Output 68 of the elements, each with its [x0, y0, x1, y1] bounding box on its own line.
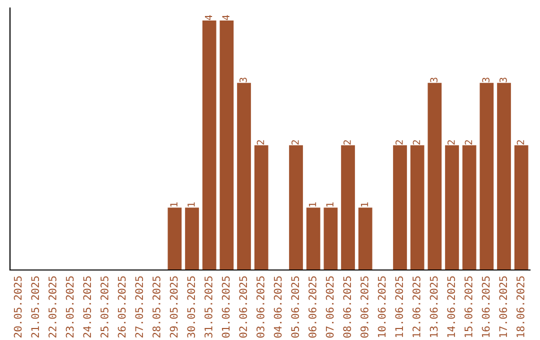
data-label: 3	[482, 78, 490, 82]
bar	[202, 20, 216, 270]
x-tick-label: 29.05.2025	[170, 276, 178, 338]
x-tick-label: 02.06.2025	[239, 276, 248, 338]
bar	[254, 145, 268, 270]
data-label: 3	[499, 78, 507, 82]
data-label: 1	[360, 202, 368, 206]
bar	[462, 145, 476, 270]
x-tick-label: 28.05.2025	[152, 276, 160, 338]
data-label: 1	[170, 202, 178, 206]
x-tick-label: 15.06.2025	[464, 276, 472, 338]
x-tick-label: 14.06.2025	[447, 276, 456, 338]
bar	[393, 145, 407, 270]
x-tick-label: 25.05.2025	[100, 276, 108, 338]
data-label: 1	[326, 202, 334, 206]
x-tick-label: 26.05.2025	[118, 276, 126, 338]
bar	[168, 208, 182, 270]
bar	[237, 82, 251, 270]
x-tick-label: 20.05.2025	[14, 276, 22, 338]
bar	[445, 145, 459, 270]
data-label: 2	[291, 140, 299, 145]
bar	[410, 145, 424, 270]
data-label: 1	[308, 202, 316, 206]
bar	[220, 20, 234, 270]
x-tick-label: 06.06.2025	[308, 276, 316, 338]
bar	[480, 82, 494, 270]
x-tick-label: 22.05.2025	[48, 276, 56, 338]
bar	[185, 208, 199, 270]
x-tick-label: 16.06.2025	[482, 276, 490, 338]
x-tick-label: 27.05.2025	[135, 276, 144, 338]
x-tick-label: 08.06.2025	[343, 276, 352, 338]
bar	[341, 145, 355, 270]
x-tick-label: 10.06.2025	[378, 276, 386, 338]
x-tick-label: 07.06.2025	[326, 276, 334, 338]
x-tick-label: 24.05.2025	[83, 276, 92, 338]
data-label: 3	[239, 78, 247, 82]
data-label: 2	[447, 140, 455, 145]
x-tick-label: 30.05.2025	[187, 276, 196, 338]
x-tick-label: 03.06.2025	[256, 276, 264, 338]
data-label: 4	[222, 15, 230, 20]
data-label: 2	[343, 140, 351, 145]
x-tick-label: 23.05.2025	[66, 276, 74, 338]
data-label: 2	[464, 140, 472, 145]
x-tick-label: 18.06.2025	[516, 276, 524, 338]
bar	[289, 145, 303, 270]
bar	[428, 82, 442, 270]
x-tick-label: 21.05.2025	[31, 276, 40, 338]
x-tick-label: 09.06.2025	[360, 276, 368, 338]
data-label: 3	[430, 78, 438, 82]
data-label: 2	[395, 140, 403, 145]
data-label: 2	[412, 140, 420, 145]
bar	[514, 145, 528, 270]
data-label: 2	[256, 140, 264, 145]
x-tick-label: 31.05.2025	[204, 276, 212, 338]
bar	[497, 82, 511, 270]
x-tick-label: 04.06.2025	[274, 276, 282, 338]
data-label: 2	[516, 140, 524, 145]
data-label: 4	[204, 15, 212, 20]
x-tick-label: 13.06.2025	[430, 276, 438, 338]
x-tick-label: 05.06.2025	[291, 276, 300, 338]
bar	[306, 208, 320, 270]
data-label: 1	[188, 202, 195, 206]
x-tick-label: 01.06.2025	[222, 276, 230, 338]
x-tick-label: 12.06.2025	[412, 276, 420, 338]
x-tick-label: 17.06.2025	[499, 276, 508, 338]
bar	[358, 208, 372, 270]
bar	[324, 208, 338, 270]
x-tick-label: 11.06.2025	[395, 276, 404, 338]
